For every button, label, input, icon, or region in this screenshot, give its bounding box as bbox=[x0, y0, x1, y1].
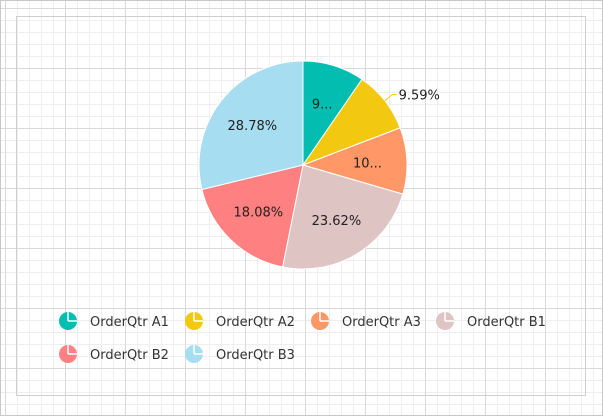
legend-label: OrderQtr B3 bbox=[216, 348, 295, 363]
legend-item-orderqtr-a3[interactable]: OrderQtr A3 bbox=[311, 312, 421, 330]
pie-slice-orderqtr-b3[interactable] bbox=[198, 60, 304, 191]
data-label-orderqtr-b2: 18.08% bbox=[234, 206, 284, 221]
pie-icon bbox=[59, 345, 77, 363]
data-labels: 9... 9.59% 10... 23.62% 18.08% 28.78% bbox=[228, 89, 440, 230]
legend-label: OrderQtr B1 bbox=[467, 315, 546, 330]
legend-label: OrderQtr A1 bbox=[90, 315, 169, 330]
data-label-orderqtr-b3: 28.78% bbox=[228, 119, 278, 134]
legend-item-orderqtr-b2[interactable]: OrderQtr B2 bbox=[59, 345, 169, 363]
data-label-orderqtr-a1: 9... bbox=[312, 97, 333, 112]
legend-item-orderqtr-b3[interactable]: OrderQtr B3 bbox=[185, 345, 295, 363]
pie-slices bbox=[198, 60, 408, 270]
leader-line-orderqtr-a2 bbox=[384, 94, 397, 102]
legend-label: OrderQtr B2 bbox=[90, 348, 169, 363]
pie-icon bbox=[311, 312, 329, 330]
pie-slice-orderqtr-b1[interactable] bbox=[282, 164, 404, 270]
pie-icon bbox=[436, 312, 454, 330]
pie-icon bbox=[185, 312, 203, 330]
leader-lines bbox=[384, 94, 397, 102]
legend: OrderQtr A1 OrderQtr A2 OrderQtr A3 OrderQt… bbox=[59, 312, 546, 363]
data-label-orderqtr-a3: 10... bbox=[353, 156, 382, 171]
pie-icon bbox=[59, 312, 77, 330]
legend-item-orderqtr-a1[interactable]: OrderQtr A1 bbox=[59, 312, 169, 330]
legend-label: OrderQtr A3 bbox=[342, 315, 421, 330]
legend-item-orderqtr-b1[interactable]: OrderQtr B1 bbox=[436, 312, 546, 330]
legend-label: OrderQtr A2 bbox=[216, 315, 295, 330]
data-label-orderqtr-b1: 23.62% bbox=[312, 214, 362, 229]
pie-slice-orderqtr-b2[interactable] bbox=[201, 164, 304, 268]
legend-item-orderqtr-a2[interactable]: OrderQtr A2 bbox=[185, 312, 295, 330]
chart-area-border bbox=[16, 16, 586, 396]
pie-icon bbox=[185, 345, 203, 363]
data-label-orderqtr-a2: 9.59% bbox=[399, 89, 440, 104]
